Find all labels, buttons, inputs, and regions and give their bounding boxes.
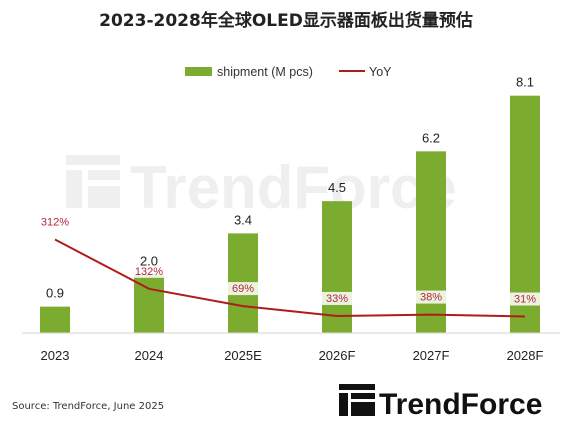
yoy-label-2027F: 38% bbox=[420, 292, 442, 304]
legend: shipment (M pcs) YoY bbox=[185, 65, 392, 79]
x-tick-2026F: 2026F bbox=[319, 348, 356, 363]
bar-label-2026F: 4.5 bbox=[328, 180, 346, 195]
yoy-series: 312% 132% 69% 33% 38% 31% bbox=[39, 215, 541, 318]
watermark-text: TrendForce bbox=[130, 154, 457, 221]
bar-label-2024: 2.0 bbox=[140, 253, 158, 268]
yoy-label-bg-2027F bbox=[415, 290, 447, 304]
x-tick-2023: 2023 bbox=[41, 348, 70, 363]
bar-label-2027F: 6.2 bbox=[422, 130, 440, 145]
yoy-label-bg-2025E bbox=[227, 282, 259, 296]
x-tick-2025E: 2025E bbox=[224, 348, 262, 363]
bar-label-2025E: 3.4 bbox=[234, 212, 252, 227]
bar-label-2028F: 8.1 bbox=[516, 75, 534, 90]
watermark: TrendForce bbox=[66, 154, 457, 221]
trendforce-logo: TrendForce bbox=[339, 384, 542, 421]
x-tick-2028F: 2028F bbox=[507, 348, 544, 363]
yoy-label-bg-2024 bbox=[133, 264, 165, 278]
yoy-label-2025E: 69% bbox=[232, 283, 254, 295]
yoy-label-bg-2026F bbox=[321, 291, 353, 305]
yoy-line bbox=[54, 238, 526, 318]
bar-2026F bbox=[322, 201, 352, 333]
yoy-label-2028F: 31% bbox=[514, 294, 536, 306]
x-tick-2024: 2024 bbox=[135, 348, 164, 363]
bar-value-labels: 0.9 2.0 3.4 4.5 6.2 8.1 bbox=[46, 75, 534, 301]
x-axis-ticks: 2023 2024 2025E 2026F 2027F 2028F bbox=[41, 348, 544, 363]
bar-2027F bbox=[416, 151, 446, 333]
yoy-label-2023: 312% bbox=[41, 217, 69, 229]
source-note: Source: TrendForce, June 2025 bbox=[12, 401, 164, 412]
yoy-label-2024: 132% bbox=[135, 266, 163, 278]
logo-text: TrendForce bbox=[379, 388, 542, 421]
chart-title: 2023-2028年全球OLED显示器面板出货量预估 bbox=[99, 10, 473, 31]
yoy-label-bg-2023 bbox=[39, 215, 71, 229]
legend-label-yoy: YoY bbox=[369, 65, 392, 79]
legend-label-shipment: shipment (M pcs) bbox=[217, 65, 313, 79]
bar-label-2023: 0.9 bbox=[46, 286, 64, 301]
legend-swatch-shipment bbox=[185, 67, 212, 76]
x-tick-2027F: 2027F bbox=[413, 348, 450, 363]
yoy-label-2026F: 33% bbox=[326, 293, 348, 305]
yoy-label-bg-2028F bbox=[509, 292, 541, 306]
bar-2023 bbox=[40, 306, 70, 333]
